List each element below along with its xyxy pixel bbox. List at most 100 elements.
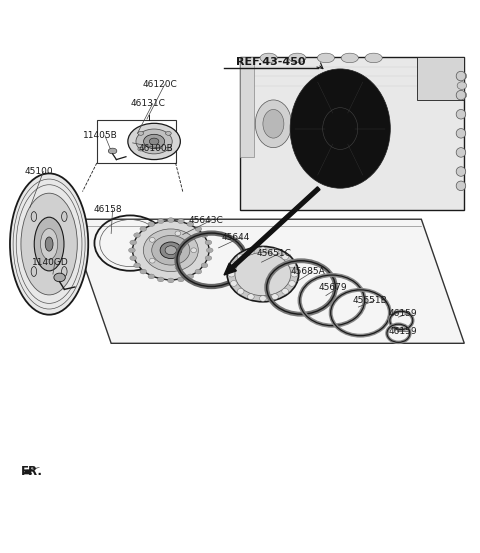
Text: 45685A: 45685A	[290, 267, 325, 276]
Ellipse shape	[157, 219, 164, 223]
Ellipse shape	[144, 229, 198, 272]
Polygon shape	[23, 467, 39, 474]
Ellipse shape	[456, 148, 466, 157]
Ellipse shape	[140, 227, 146, 231]
Ellipse shape	[341, 53, 359, 62]
Ellipse shape	[230, 262, 237, 268]
Ellipse shape	[457, 91, 467, 99]
Ellipse shape	[187, 274, 193, 279]
Ellipse shape	[365, 53, 382, 62]
Ellipse shape	[149, 237, 155, 242]
Text: 45679: 45679	[319, 284, 348, 293]
Text: REF.43-450: REF.43-450	[236, 57, 306, 67]
Text: 46159: 46159	[389, 309, 418, 318]
Ellipse shape	[191, 248, 197, 253]
Text: 45644: 45644	[222, 233, 250, 242]
Ellipse shape	[456, 109, 466, 119]
Text: 45100: 45100	[24, 167, 53, 176]
Ellipse shape	[237, 254, 244, 260]
Ellipse shape	[166, 147, 171, 151]
Ellipse shape	[456, 167, 466, 176]
Text: 46159: 46159	[389, 327, 418, 336]
Text: 45643C: 45643C	[189, 216, 224, 225]
Ellipse shape	[272, 294, 278, 300]
Ellipse shape	[456, 71, 466, 81]
Ellipse shape	[152, 236, 190, 265]
Ellipse shape	[290, 69, 390, 188]
Ellipse shape	[144, 134, 165, 149]
Ellipse shape	[166, 132, 171, 135]
Text: 11405B: 11405B	[83, 131, 117, 140]
Ellipse shape	[130, 255, 136, 260]
Ellipse shape	[168, 218, 174, 222]
Ellipse shape	[248, 294, 254, 300]
Ellipse shape	[282, 254, 288, 260]
Ellipse shape	[260, 247, 266, 253]
Text: 46120C: 46120C	[142, 80, 177, 89]
Text: 46158: 46158	[94, 205, 122, 214]
Ellipse shape	[227, 247, 299, 302]
Ellipse shape	[157, 277, 164, 282]
Ellipse shape	[45, 237, 53, 251]
Ellipse shape	[138, 147, 144, 151]
Ellipse shape	[288, 262, 295, 268]
Ellipse shape	[195, 227, 202, 231]
Polygon shape	[68, 219, 464, 343]
Ellipse shape	[148, 222, 155, 227]
Ellipse shape	[108, 148, 117, 154]
Ellipse shape	[61, 212, 67, 222]
Ellipse shape	[168, 278, 174, 283]
Ellipse shape	[260, 53, 277, 62]
Ellipse shape	[263, 109, 284, 138]
Ellipse shape	[206, 248, 213, 253]
Ellipse shape	[130, 240, 136, 245]
Ellipse shape	[54, 273, 65, 281]
Ellipse shape	[134, 263, 141, 268]
Text: 46100B: 46100B	[139, 144, 174, 153]
Ellipse shape	[149, 258, 155, 263]
Text: 1140GD: 1140GD	[33, 258, 69, 267]
Ellipse shape	[291, 272, 298, 277]
Ellipse shape	[129, 248, 135, 253]
Ellipse shape	[282, 289, 288, 294]
Ellipse shape	[40, 228, 58, 259]
Ellipse shape	[237, 289, 244, 294]
Polygon shape	[417, 57, 464, 100]
Ellipse shape	[201, 233, 208, 238]
Ellipse shape	[456, 128, 466, 138]
Ellipse shape	[132, 221, 209, 280]
Polygon shape	[240, 57, 464, 210]
Ellipse shape	[175, 231, 181, 236]
Text: 45651B: 45651B	[352, 296, 387, 305]
Ellipse shape	[288, 53, 306, 62]
Ellipse shape	[175, 265, 181, 269]
Ellipse shape	[456, 90, 466, 100]
Ellipse shape	[228, 272, 235, 277]
Ellipse shape	[31, 267, 36, 276]
Ellipse shape	[205, 255, 212, 260]
Ellipse shape	[457, 72, 467, 80]
Ellipse shape	[61, 267, 67, 276]
Ellipse shape	[178, 219, 184, 223]
Ellipse shape	[165, 246, 177, 255]
Ellipse shape	[138, 132, 144, 135]
Ellipse shape	[187, 222, 193, 227]
Ellipse shape	[136, 129, 172, 154]
Ellipse shape	[134, 233, 141, 238]
Ellipse shape	[195, 269, 202, 274]
Polygon shape	[240, 57, 254, 157]
Ellipse shape	[317, 53, 335, 62]
Ellipse shape	[34, 217, 64, 271]
Ellipse shape	[10, 174, 88, 315]
Ellipse shape	[140, 269, 146, 274]
Ellipse shape	[260, 296, 266, 301]
Ellipse shape	[31, 212, 36, 222]
Text: 46131C: 46131C	[130, 99, 165, 108]
Ellipse shape	[178, 277, 184, 282]
FancyArrow shape	[224, 187, 320, 275]
Text: FR.: FR.	[21, 465, 42, 478]
Ellipse shape	[456, 181, 466, 191]
Ellipse shape	[230, 280, 237, 286]
Ellipse shape	[21, 193, 77, 295]
Ellipse shape	[201, 263, 208, 268]
